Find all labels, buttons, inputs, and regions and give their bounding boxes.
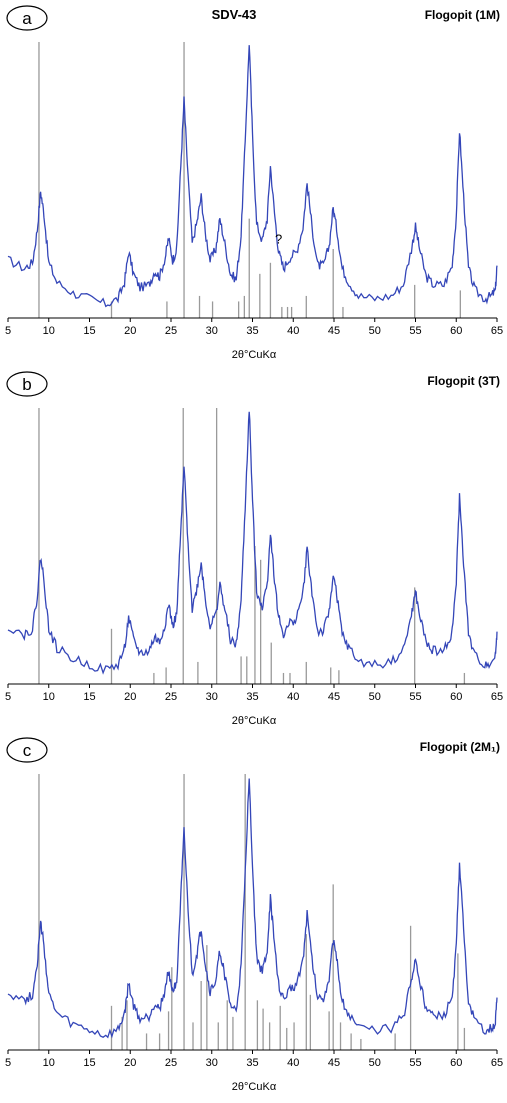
panel-badge-circle [6, 5, 48, 31]
reference-phase-label: Flogopit (1M) [425, 8, 500, 22]
x-axis-ticks: 5 10 15 20 25 30 35 40 45 50 55 60 65 [5, 684, 503, 703]
x-tick-label: 35 [246, 1057, 258, 1069]
x-tick-label: 50 [369, 691, 381, 703]
x-tick-label: 45 [328, 1057, 340, 1069]
x-tick-label: 5 [5, 1057, 11, 1069]
x-tick-label: 55 [409, 325, 421, 337]
peak-annotation: ? [275, 231, 282, 246]
x-tick-label: 30 [206, 325, 218, 337]
x-tick-label: 35 [246, 691, 258, 703]
x-tick-label: 25 [165, 691, 177, 703]
xrd-panel-b: b Flogopit (3T) 5 10 15 20 25 30 35 40 45 50 55 60 6… [0, 366, 507, 732]
diffraction-trace [7, 45, 498, 308]
xrd-chart-b: b Flogopit (3T) 5 10 15 20 25 30 35 40 45 50 55 60 6… [5, 371, 503, 727]
sample-title: SDV-43 [212, 7, 257, 22]
x-tick-label: 50 [369, 325, 381, 337]
x-tick-label: 55 [409, 1057, 421, 1069]
x-axis-label: 2θ°CuKα [232, 1081, 277, 1093]
x-axis-label: 2θ°CuKα [232, 349, 277, 361]
xrd-chart-a: a SDV-43 Flogopit (1M) 5 10 15 20 25 30 35 40 45… [5, 5, 503, 361]
xrd-chart-c: c Flogopit (2M₁) 5 10 15 20 25 30 35 40 45 50 55 60… [5, 737, 503, 1093]
x-tick-label: 50 [369, 1057, 381, 1069]
panel-badge-label: a [22, 9, 32, 28]
reference-phase-label: Flogopit (2M₁) [420, 740, 500, 754]
x-tick-label: 55 [409, 691, 421, 703]
reference-lines [38, 42, 461, 318]
annotations: ? [275, 231, 282, 246]
x-tick-label: 15 [83, 325, 95, 337]
x-tick-label: 5 [5, 325, 11, 337]
x-tick-label: 40 [287, 1057, 299, 1069]
x-tick-label: 15 [83, 691, 95, 703]
x-tick-label: 45 [328, 325, 340, 337]
x-tick-label: 60 [450, 691, 462, 703]
x-tick-label: 20 [124, 1057, 136, 1069]
panel-badge-circle [6, 371, 48, 397]
x-tick-label: 10 [43, 691, 55, 703]
x-axis-ticks: 5 10 15 20 25 30 35 40 45 50 55 60 65 [5, 1050, 503, 1069]
x-tick-label: 20 [124, 325, 136, 337]
diffraction-trace [7, 778, 498, 1039]
x-tick-label: 40 [287, 691, 299, 703]
x-tick-label: 30 [206, 1057, 218, 1069]
x-axis-ticks: 5 10 15 20 25 30 35 40 45 50 55 60 65 [5, 318, 503, 337]
x-tick-label: 65 [491, 1057, 503, 1069]
diffraction-trace [7, 411, 498, 675]
reference-lines [38, 774, 466, 1050]
reference-lines [38, 408, 466, 684]
x-tick-label: 25 [165, 1057, 177, 1069]
x-tick-label: 60 [450, 1057, 462, 1069]
x-tick-label: 20 [124, 691, 136, 703]
x-tick-label: 35 [246, 325, 258, 337]
x-tick-label: 25 [165, 325, 177, 337]
reference-phase-label: Flogopit (3T) [427, 374, 500, 388]
x-tick-label: 10 [43, 1057, 55, 1069]
x-tick-label: 60 [450, 325, 462, 337]
panel-badge-circle [6, 737, 48, 763]
x-tick-label: 10 [43, 325, 55, 337]
panel-badge-label: b [22, 375, 31, 394]
x-axis-label: 2θ°CuKα [232, 715, 277, 727]
x-tick-label: 5 [5, 691, 11, 703]
x-tick-label: 65 [491, 691, 503, 703]
panel-badge-label: c [23, 741, 32, 760]
x-tick-label: 30 [206, 691, 218, 703]
xrd-panel-c: c Flogopit (2M₁) 5 10 15 20 25 30 35 40 45 50 55 60… [0, 732, 507, 1098]
x-tick-label: 45 [328, 691, 340, 703]
x-tick-label: 65 [491, 325, 503, 337]
xrd-panel-a: a SDV-43 Flogopit (1M) 5 10 15 20 25 30 35 40 45… [0, 0, 507, 366]
x-tick-label: 40 [287, 325, 299, 337]
x-tick-label: 15 [83, 1057, 95, 1069]
